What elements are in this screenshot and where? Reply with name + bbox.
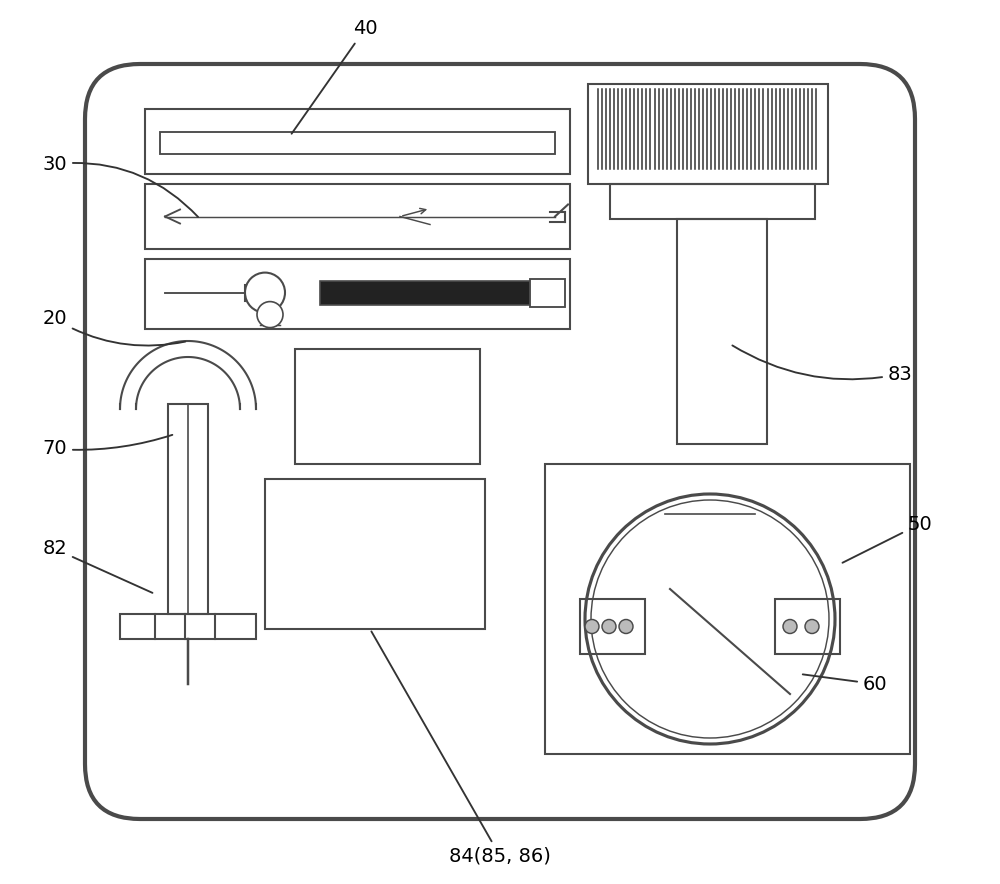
Bar (580, 599, 645, 654)
Text: 30: 30 (43, 155, 198, 217)
Bar (168, 404, 208, 614)
Text: 70: 70 (43, 435, 172, 459)
Bar (610, 184, 815, 219)
Circle shape (585, 494, 835, 744)
Bar (120, 614, 256, 639)
Circle shape (805, 620, 819, 634)
Text: 60: 60 (803, 674, 887, 694)
Text: 50: 50 (842, 514, 932, 563)
Bar (775, 599, 840, 654)
Bar (588, 84, 828, 184)
Text: 82: 82 (43, 539, 152, 593)
Text: 20: 20 (43, 309, 185, 346)
Text: 83: 83 (732, 346, 912, 384)
Bar (677, 219, 767, 444)
Bar (545, 464, 910, 754)
Text: 84(85, 86): 84(85, 86) (371, 631, 551, 865)
Bar (530, 278, 565, 307)
Circle shape (783, 620, 797, 634)
Bar (145, 259, 570, 329)
Circle shape (619, 620, 633, 634)
Circle shape (585, 620, 599, 634)
Bar (295, 349, 480, 464)
Bar (265, 479, 485, 629)
Circle shape (257, 301, 283, 328)
Circle shape (591, 500, 829, 738)
Circle shape (602, 620, 616, 634)
Bar (160, 132, 555, 154)
Bar (145, 184, 570, 249)
Bar (320, 280, 530, 305)
Circle shape (245, 272, 285, 313)
Text: 40: 40 (292, 19, 377, 133)
Bar (145, 109, 570, 174)
